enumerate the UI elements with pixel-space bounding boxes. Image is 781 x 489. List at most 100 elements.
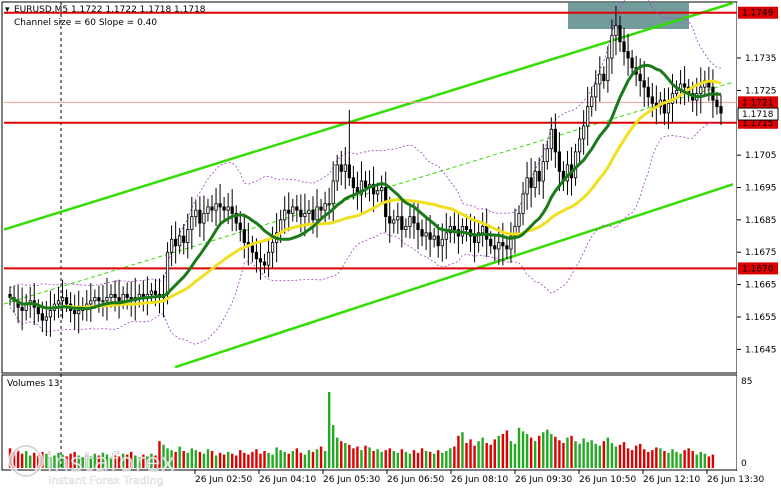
price-axis: 1.1735 1.1725 1.1705 1.1695 1.1685 1.1675 1.16…: [737, 54, 777, 355]
candle-body: [174, 238, 178, 247]
candle-body: [270, 242, 275, 253]
candle-body: [622, 41, 626, 52]
candle-body: [618, 25, 622, 43]
candle-body: [250, 245, 255, 253]
time-tick-label: 26 Jun 06:50: [387, 475, 444, 485]
candle-body: [646, 86, 650, 98]
candle-body: [662, 99, 667, 114]
candle-body: [614, 25, 618, 36]
candle-body: [44, 316, 48, 321]
level-lines: 1.1749 1.1715 1.1670 1.1721 1.1718: [4, 6, 779, 275]
candle-body: [182, 235, 186, 243]
channel-middle-line: [3, 81, 734, 305]
ma-fast-line: [9, 63, 721, 311]
candle-body: [505, 245, 509, 250]
candle-body: [513, 225, 517, 237]
candle-body: [674, 89, 679, 95]
candle-body: [101, 300, 105, 303]
candle-body: [56, 300, 61, 305]
price-tick-label: 1.1655: [745, 313, 777, 323]
candle-body: [40, 313, 44, 321]
candle-body: [472, 235, 477, 243]
candle-body: [287, 209, 291, 214]
candle-body: [699, 86, 703, 95]
candle-body: [400, 216, 404, 230]
candle-body: [327, 203, 331, 206]
candle-body: [529, 177, 533, 188]
candle-body: [396, 216, 400, 221]
candle-body: [254, 251, 259, 260]
time-tick-label: 26 Jun 02:50: [195, 475, 252, 485]
candle-body: [420, 229, 424, 237]
instaforex-logo-icon: [8, 443, 44, 479]
candle-body: [48, 310, 53, 318]
level-label: 1.1670: [742, 264, 774, 274]
candle-body: [36, 306, 40, 315]
candle-body: [525, 177, 529, 195]
candle-body: [371, 183, 376, 195]
candle-body: [557, 151, 562, 172]
volume-axis-max: 85: [741, 377, 752, 387]
watermark-tagline: Instant Forex Trading: [48, 474, 164, 487]
candle-body: [89, 300, 93, 305]
candle-body: [436, 235, 440, 247]
candle-body: [630, 57, 634, 69]
candle-body: [242, 229, 246, 243]
candle-body: [553, 128, 557, 153]
candle-body: [598, 73, 602, 85]
channel-lower-line: [174, 183, 734, 369]
candle-body: [20, 306, 24, 311]
candle-body: [626, 51, 630, 59]
candle-body: [666, 102, 671, 114]
time-tick-label: 26 Jun 12:10: [643, 475, 700, 485]
candle-body: [165, 251, 170, 295]
candle-body: [719, 106, 723, 114]
candle-body: [339, 164, 343, 172]
time-tick-label: 26 Jun 13:30: [707, 475, 764, 485]
level-label: 1.1749: [742, 9, 774, 19]
candle-body: [311, 209, 315, 221]
candle-body: [573, 151, 578, 179]
candle-body: [388, 216, 392, 224]
candle-body: [412, 216, 416, 224]
price-tick-label: 1.1665: [745, 281, 777, 291]
candle-body: [64, 297, 69, 305]
candle-body: [319, 206, 323, 211]
candle-body: [230, 206, 234, 214]
time-tick-label: 26 Jun 10:50: [579, 475, 636, 485]
candle-body: [489, 238, 493, 247]
candle-body: [93, 297, 97, 302]
candle-body: [444, 232, 448, 240]
candle-body: [291, 206, 295, 214]
candlesticks: [8, 5, 723, 337]
envelope-lower: [9, 121, 722, 345]
candle-body: [501, 242, 505, 247]
candle-body: [113, 293, 117, 298]
candle-body: [376, 190, 380, 195]
candle-body: [222, 206, 226, 211]
price-tick-label: 1.1645: [745, 345, 777, 355]
envelope-upper: [9, 0, 722, 289]
current-price-label: 1.1721: [742, 98, 774, 108]
candle-body: [186, 229, 190, 243]
time-tick-label: 26 Jun 04:10: [259, 475, 316, 485]
candle-body: [153, 290, 158, 295]
price-tick-label: 1.1725: [745, 86, 777, 96]
price-label-bg: [738, 96, 778, 109]
candle-body: [214, 203, 218, 211]
candle-body: [77, 310, 81, 315]
candle-body: [404, 225, 408, 230]
candle-body: [582, 125, 586, 140]
candle-body: [493, 245, 497, 250]
candle-body: [481, 225, 485, 234]
candle-body: [683, 83, 687, 88]
candle-body: [602, 73, 606, 82]
candle-body: [424, 232, 428, 237]
candle-body: [638, 73, 642, 82]
instaforex-logo: instaforex Instant Forex Trading: [8, 443, 176, 487]
candle-body: [380, 187, 384, 192]
candle-body: [650, 96, 654, 104]
candle-body: [331, 180, 335, 205]
candle-body: [594, 83, 598, 98]
